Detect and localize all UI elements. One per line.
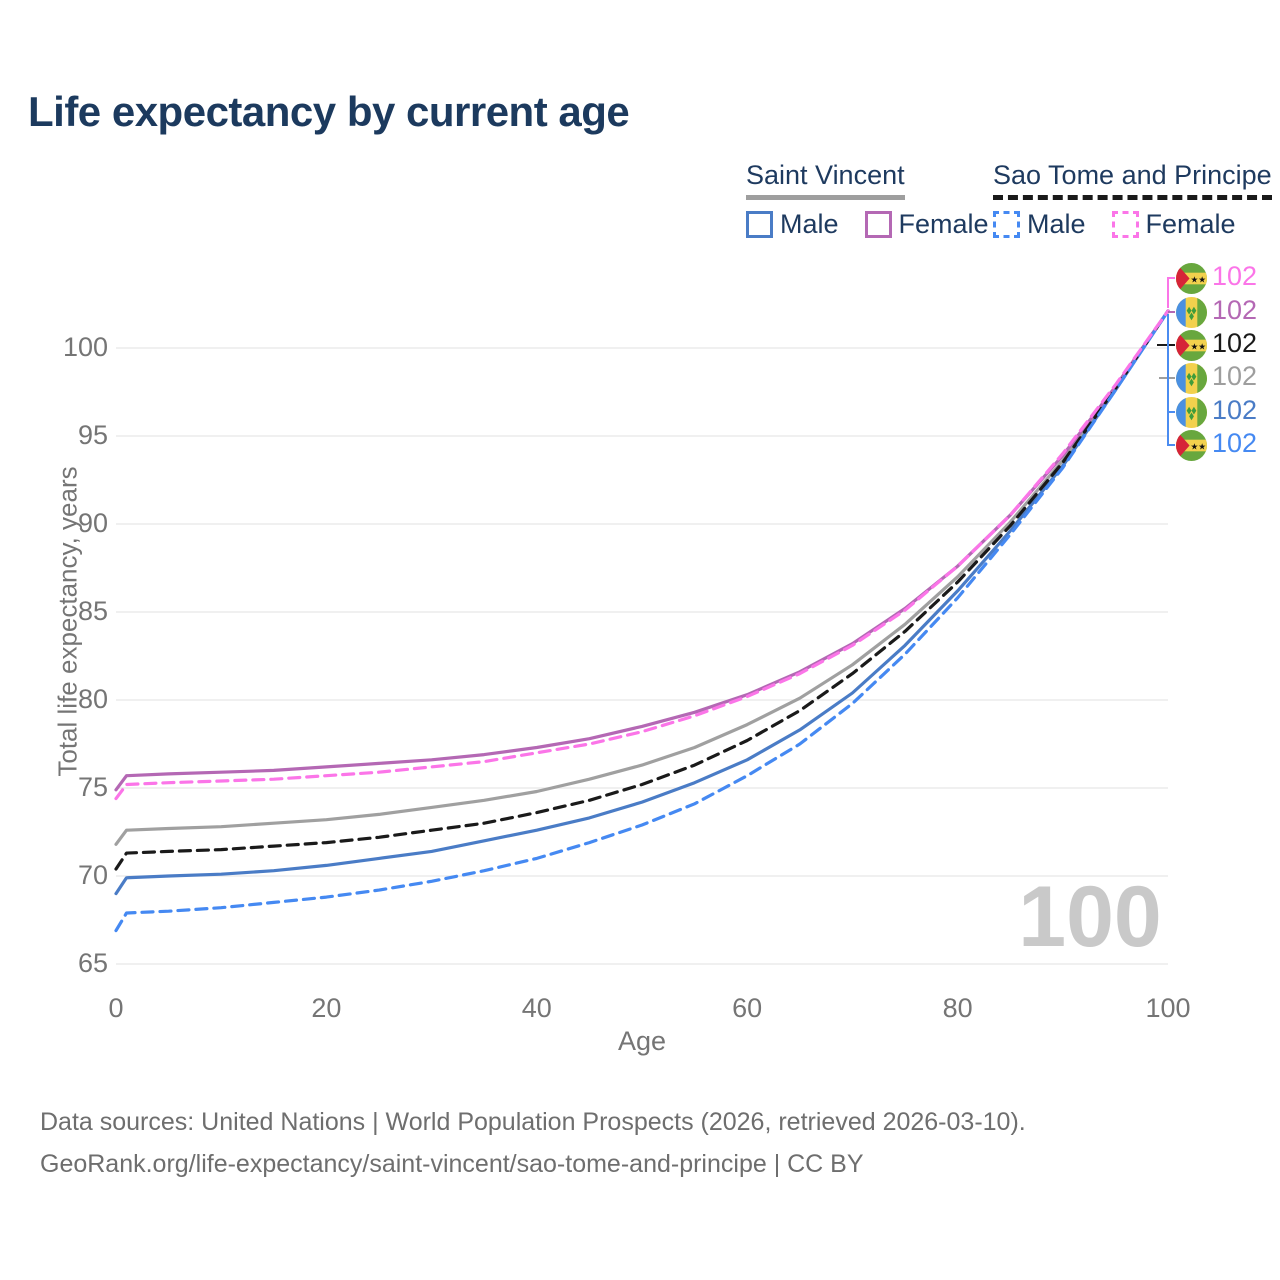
series-line-saint-vincent-female[interactable]	[114, 309, 1170, 792]
svg-text:★: ★	[1191, 441, 1199, 451]
y-tick-70: 70	[77, 860, 108, 890]
series-line-sao-tome-and-principe-total[interactable]	[114, 309, 1170, 871]
x-tick-60: 60	[732, 993, 763, 1023]
sao-tome-flag-icon: ★ ★	[1176, 429, 1207, 461]
y-tick-90: 90	[77, 508, 108, 538]
y-tick-95: 95	[77, 420, 108, 450]
end-value-label-sao-tome-and-principe-female: 102	[1212, 261, 1258, 291]
svg-text:★: ★	[1198, 441, 1206, 451]
page-title: Life expectancy by current age	[28, 88, 630, 135]
legend-item-st-male[interactable]: Male	[993, 209, 1086, 240]
legend-group-sao-tome: Sao Tome and Principe Male Female	[993, 160, 1272, 240]
x-tick-20: 20	[311, 993, 342, 1023]
end-value-label-sao-tome-and-principe-total: 102	[1212, 328, 1258, 358]
end-label-connector-0	[1167, 277, 1175, 308]
attribution-note: GeoRank.org/life-expectancy/saint-vincen…	[40, 1150, 864, 1178]
series-line-saint-vincent-male[interactable]	[114, 309, 1170, 896]
legend-item-sv-male[interactable]: Male	[746, 209, 839, 240]
y-tick-65: 65	[77, 948, 108, 978]
legend-item-sv-female[interactable]: Female	[864, 209, 989, 240]
x-axis-title: Age	[617, 1026, 667, 1056]
end-label-connector-4	[1167, 314, 1175, 446]
series-line-sao-tome-and-principe-male[interactable]	[114, 309, 1170, 933]
age-watermark: 100	[1018, 869, 1162, 965]
legend-label: Female	[898, 209, 989, 239]
end-value-label-saint-vincent-total: 102	[1212, 361, 1258, 391]
saint-vincent-flag-icon	[1176, 396, 1207, 428]
st-female-swatch-icon	[1111, 211, 1139, 238]
x-tick-40: 40	[521, 993, 552, 1023]
series-line-saint-vincent-total[interactable]	[114, 309, 1170, 846]
plot-area	[114, 277, 1175, 965]
st-male-swatch-icon	[993, 211, 1020, 238]
data-sources-note: Data sources: United Nations | World Pop…	[40, 1108, 1026, 1136]
x-tick-100: 100	[1145, 993, 1191, 1023]
x-tick-0: 0	[108, 993, 124, 1023]
legend-label: Female	[1145, 209, 1236, 239]
svg-text:★: ★	[1198, 274, 1206, 284]
svg-text:★: ★	[1191, 341, 1199, 351]
legend-group-saint-vincent: Saint Vincent Male Female	[746, 160, 989, 240]
svg-text:★: ★	[1198, 341, 1206, 351]
saint-vincent-flag-icon	[1176, 296, 1207, 328]
legend-country-saint-vincent: Saint Vincent	[746, 160, 905, 200]
legend-country-sao-tome: Sao Tome and Principe	[993, 160, 1272, 200]
sv-male-swatch-icon	[746, 211, 773, 238]
end-value-label-saint-vincent-male: 102	[1212, 395, 1258, 425]
y-tick-80: 80	[77, 684, 108, 714]
end-value-label-sao-tome-and-principe-male: 102	[1212, 428, 1258, 458]
sao-tome-flag-icon: ★ ★	[1176, 329, 1207, 361]
y-tick-75: 75	[77, 772, 108, 802]
legend-item-st-female[interactable]: Female	[1111, 209, 1236, 240]
saint-vincent-flag-icon	[1176, 362, 1207, 394]
series-line-sao-tome-and-principe-female[interactable]	[114, 309, 1170, 801]
sv-female-swatch-icon	[864, 211, 892, 238]
sao-tome-flag-icon: ★ ★	[1176, 262, 1207, 294]
y-tick-100: 100	[62, 332, 108, 362]
legend-label: Male	[1027, 209, 1086, 239]
y-tick-85: 85	[77, 596, 108, 626]
x-tick-80: 80	[942, 993, 973, 1023]
end-value-label-saint-vincent-female: 102	[1212, 295, 1258, 325]
legend-label: Male	[780, 209, 839, 239]
svg-text:★: ★	[1191, 274, 1199, 284]
